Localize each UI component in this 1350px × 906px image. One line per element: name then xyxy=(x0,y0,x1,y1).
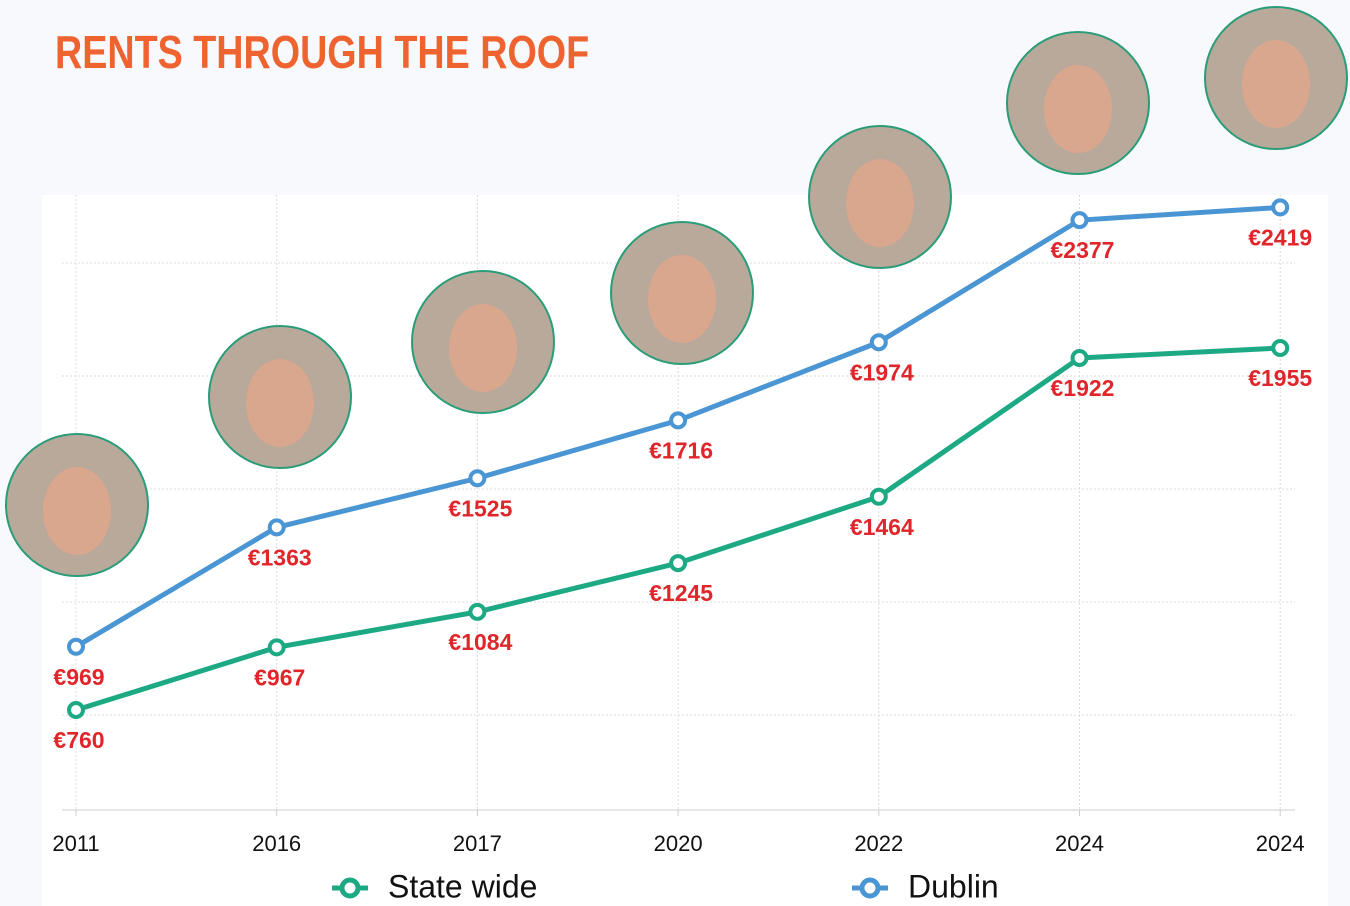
chart: RENTS THROUGH THE ROOF €760 €967 €1084 €124… xyxy=(0,0,1350,906)
portrait-face xyxy=(1044,65,1112,153)
data-point xyxy=(872,490,886,504)
x-tick-label: 2011 xyxy=(52,831,99,856)
portrait-face xyxy=(246,359,314,447)
data-point xyxy=(1273,341,1287,355)
data-point xyxy=(470,471,484,485)
data-point xyxy=(270,520,284,534)
data-label: €1974 xyxy=(850,359,914,385)
data-label: €1955 xyxy=(1248,365,1312,391)
data-label: €967 xyxy=(254,664,305,690)
legend-label: State wide xyxy=(388,868,537,904)
chart-title: RENTS THROUGH THE ROOF xyxy=(55,27,589,78)
portrait-face xyxy=(648,255,716,343)
portrait-face xyxy=(1242,40,1310,128)
data-point xyxy=(1073,213,1087,227)
data-label: €2419 xyxy=(1248,224,1312,250)
data-point xyxy=(69,640,83,654)
portrait-face xyxy=(449,304,517,392)
portrait-face xyxy=(846,159,914,247)
page: RENTS THROUGH THE ROOF €760 €967 €1084 €124… xyxy=(0,0,1350,906)
data-point xyxy=(1073,351,1087,365)
data-point xyxy=(671,556,685,570)
data-point xyxy=(69,703,83,717)
data-label: €1245 xyxy=(649,580,713,606)
x-tick-label: 2016 xyxy=(252,831,301,856)
data-point xyxy=(671,413,685,427)
data-label: €1363 xyxy=(248,544,312,570)
legend-marker xyxy=(862,880,878,896)
data-label: €969 xyxy=(53,664,104,690)
data-label: €1084 xyxy=(448,629,512,655)
data-label: €1716 xyxy=(649,437,713,463)
legend-marker xyxy=(342,880,358,896)
data-point xyxy=(270,640,284,654)
data-point xyxy=(470,605,484,619)
x-tick-label: 2017 xyxy=(453,831,502,856)
data-label: €2377 xyxy=(1051,237,1115,263)
x-tick-label: 2022 xyxy=(854,831,903,856)
data-label: €760 xyxy=(53,727,104,753)
data-label: €1922 xyxy=(1051,375,1115,401)
data-point xyxy=(872,335,886,349)
legend-label: Dublin xyxy=(908,868,999,904)
data-label: €1525 xyxy=(448,495,512,521)
data-point xyxy=(1273,200,1287,214)
x-tick-label: 2024 xyxy=(1256,831,1305,856)
x-tick-label: 2024 xyxy=(1055,831,1104,856)
portrait-face xyxy=(43,467,111,555)
x-tick-label: 2020 xyxy=(654,831,703,856)
data-label: €1464 xyxy=(850,514,914,540)
